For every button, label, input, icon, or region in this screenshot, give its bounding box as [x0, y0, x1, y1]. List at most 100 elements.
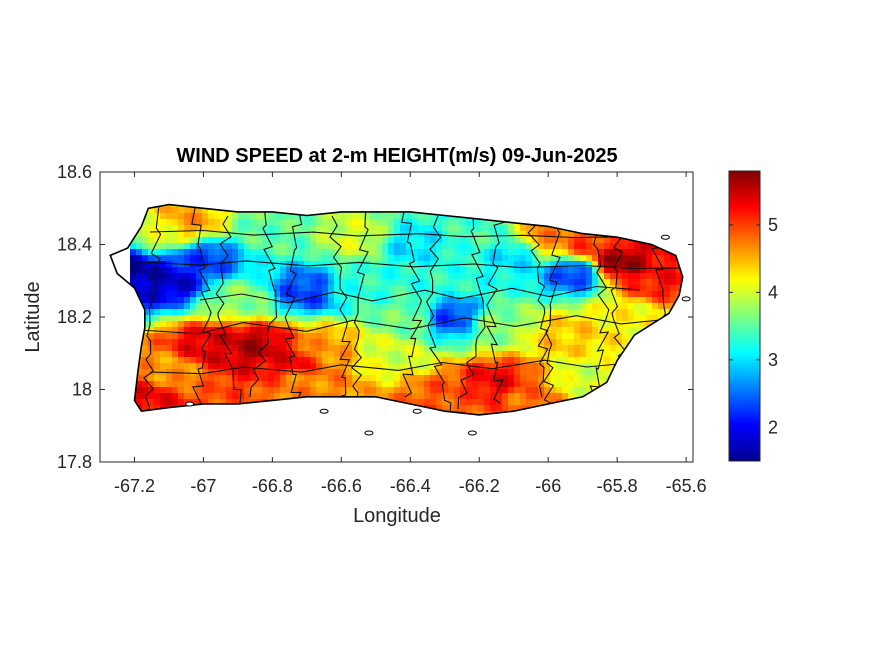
field-cell: [640, 249, 647, 256]
field-cell: [226, 357, 233, 364]
field-cell: [358, 279, 365, 286]
field-cell: [436, 357, 443, 364]
field-cell: [226, 279, 233, 286]
field-cell: [184, 231, 191, 238]
field-cell: [508, 327, 515, 334]
field-cell: [550, 243, 557, 250]
field-cell: [544, 393, 551, 400]
field-cell: [454, 405, 461, 412]
field-cell: [490, 267, 497, 274]
field-cell: [478, 267, 485, 274]
field-cell: [160, 297, 167, 304]
field-cell: [436, 339, 443, 346]
field-cell: [574, 237, 581, 244]
field-cell: [556, 357, 563, 364]
municipality-border: [249, 306, 278, 398]
field-cell: [256, 267, 263, 274]
field-cell: [580, 309, 587, 316]
field-cell: [238, 309, 245, 316]
municipality-border: [192, 318, 212, 410]
field-cell: [184, 345, 191, 352]
field-cell: [640, 279, 647, 286]
field-cell: [478, 345, 485, 352]
field-cell: [328, 279, 335, 286]
field-cell: [526, 339, 533, 346]
field-cell: [160, 345, 167, 352]
field-cell: [232, 255, 239, 262]
field-cell: [166, 357, 173, 364]
field-cell: [430, 213, 437, 220]
field-cell: [310, 351, 317, 358]
islet: [319, 408, 329, 414]
x-tick-label: -65.6: [666, 476, 707, 496]
field-cell: [472, 309, 479, 316]
field-cell: [442, 261, 449, 268]
field-cell: [256, 219, 263, 226]
field-cell: [178, 393, 185, 400]
field-cell: [484, 411, 491, 415]
field-cell: [442, 327, 449, 334]
field-cell: [226, 309, 233, 316]
field-cell: [442, 339, 449, 346]
field-cell: [442, 243, 449, 250]
field-cell: [346, 267, 353, 274]
field-cell: [388, 225, 395, 232]
field-cell: [322, 309, 329, 316]
field-cell: [418, 303, 425, 310]
field-cell: [586, 357, 593, 364]
field-cell: [424, 243, 431, 250]
field-cell: [334, 225, 341, 232]
field-cell: [454, 333, 461, 340]
field-cell: [268, 363, 275, 370]
field-cell: [172, 387, 179, 394]
field-cell: [442, 237, 449, 244]
field-cell: [244, 351, 251, 358]
field-cell: [646, 249, 653, 256]
field-cell: [466, 333, 473, 340]
field-cell: [334, 381, 341, 388]
field-cell: [628, 303, 635, 310]
field-cell: [256, 249, 263, 256]
field-cell: [628, 255, 635, 262]
field-cell: [418, 237, 425, 244]
field-cell: [394, 315, 401, 322]
field-cell: [298, 309, 305, 316]
field-cell: [592, 327, 599, 334]
field-cell: [148, 279, 155, 286]
field-cell: [466, 297, 473, 304]
municipality-border: [149, 359, 641, 375]
y-tick-label: 18.2: [57, 307, 92, 327]
field-cell: [178, 399, 185, 406]
field-cell: [514, 321, 521, 328]
field-cell: [280, 351, 287, 358]
field-cell: [148, 309, 155, 316]
field-cell: [442, 369, 449, 376]
field-cell: [292, 279, 299, 286]
field-cell: [334, 333, 341, 340]
field-cell: [556, 375, 563, 382]
field-cell: [346, 243, 353, 250]
field-cell: [412, 315, 419, 322]
field-cell: [250, 285, 257, 292]
field-cell: [484, 243, 491, 250]
field-cell: [268, 291, 275, 298]
field-cell: [508, 231, 515, 238]
field-cell: [274, 387, 281, 394]
field-cell: [142, 363, 149, 370]
field-cell: [220, 381, 227, 388]
field-cell: [184, 255, 191, 262]
field-cell: [508, 291, 515, 298]
field-cell: [196, 285, 203, 292]
field-cell: [454, 327, 461, 334]
field-cell: [238, 393, 245, 400]
field-cell: [154, 225, 161, 232]
field-cell: [310, 231, 317, 238]
field-cell: [604, 291, 611, 298]
field-cell: [274, 279, 281, 286]
field-cell: [178, 345, 185, 352]
field-cell: [244, 387, 251, 394]
field-cell: [376, 327, 383, 334]
field-cell: [358, 387, 365, 394]
field-cell: [370, 291, 377, 298]
field-cell: [406, 303, 413, 310]
